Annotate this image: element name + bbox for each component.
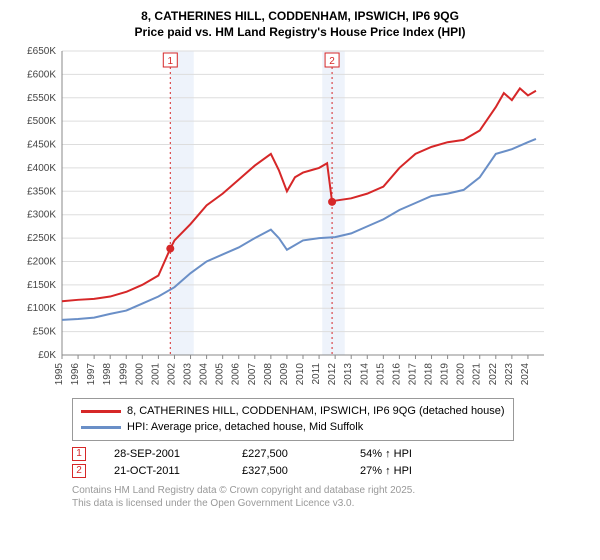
svg-text:2011: 2011 [311, 362, 322, 384]
transaction-date: 21-OCT-2011 [114, 465, 214, 477]
svg-text:2022: 2022 [488, 362, 499, 384]
svg-text:1999: 1999 [118, 362, 129, 384]
svg-text:2024: 2024 [520, 362, 531, 384]
svg-text:1997: 1997 [86, 362, 97, 384]
svg-text:£400K: £400K [27, 163, 56, 174]
legend-label-1: 8, CATHERINES HILL, CODDENHAM, IPSWICH, … [127, 403, 505, 420]
svg-text:£650K: £650K [27, 46, 56, 57]
footer-line1: Contains HM Land Registry data © Crown c… [72, 484, 588, 497]
svg-text:2013: 2013 [343, 362, 354, 384]
svg-text:£600K: £600K [27, 69, 56, 80]
transaction-marker: 2 [72, 464, 86, 478]
svg-text:2009: 2009 [279, 362, 290, 384]
legend-row-price-paid: 8, CATHERINES HILL, CODDENHAM, IPSWICH, … [81, 403, 505, 420]
svg-text:£300K: £300K [27, 209, 56, 220]
svg-text:£500K: £500K [27, 116, 56, 127]
transactions: 1 28-SEP-2001 £227,500 54% ↑ HPI 2 21-OCT-201… [12, 447, 588, 478]
svg-text:1996: 1996 [70, 362, 81, 384]
footer: Contains HM Land Registry data © Crown c… [72, 484, 588, 510]
svg-text:£100K: £100K [27, 303, 56, 314]
svg-text:1995: 1995 [54, 362, 65, 384]
svg-text:2010: 2010 [295, 362, 306, 384]
svg-text:2005: 2005 [215, 362, 226, 384]
container: 8, CATHERINES HILL, CODDENHAM, IPSWICH, … [0, 0, 600, 518]
transaction-date: 28-SEP-2001 [114, 448, 214, 460]
svg-text:1998: 1998 [102, 362, 113, 384]
svg-text:1: 1 [168, 56, 174, 67]
svg-text:£550K: £550K [27, 93, 56, 104]
legend: 8, CATHERINES HILL, CODDENHAM, IPSWICH, … [72, 398, 514, 441]
svg-text:2002: 2002 [166, 362, 177, 384]
svg-text:2021: 2021 [472, 362, 483, 384]
transaction-diff: 54% ↑ HPI [360, 448, 412, 460]
transaction-row: 2 21-OCT-2011 £327,500 27% ↑ HPI [12, 464, 588, 478]
svg-text:£150K: £150K [27, 280, 56, 291]
footer-line2: This data is licensed under the Open Gov… [72, 497, 588, 510]
svg-text:2017: 2017 [407, 362, 418, 384]
transaction-marker: 1 [72, 447, 86, 461]
svg-text:£250K: £250K [27, 233, 56, 244]
chart-area: £0K £50K £100K £150K £200K £250K £300K £350K £40… [12, 45, 588, 390]
legend-label-2: HPI: Average price, detached house, Mid … [127, 419, 363, 436]
svg-text:£0K: £0K [38, 350, 56, 361]
transaction-row: 1 28-SEP-2001 £227,500 54% ↑ HPI [12, 447, 588, 461]
svg-text:2012: 2012 [327, 362, 338, 384]
svg-text:£350K: £350K [27, 186, 56, 197]
svg-text:2020: 2020 [456, 362, 467, 384]
svg-text:2019: 2019 [440, 362, 451, 384]
svg-text:2018: 2018 [424, 362, 435, 384]
svg-text:2016: 2016 [391, 362, 402, 384]
line-chart: £0K £50K £100K £150K £200K £250K £300K £350K £40… [12, 45, 552, 385]
chart-title-line2: Price paid vs. HM Land Registry's House … [12, 25, 588, 39]
legend-swatch-2 [81, 426, 121, 429]
transaction-price: £327,500 [242, 465, 332, 477]
svg-text:£200K: £200K [27, 256, 56, 267]
svg-text:2001: 2001 [150, 362, 161, 384]
svg-text:2003: 2003 [183, 362, 194, 384]
svg-text:2014: 2014 [359, 362, 370, 384]
svg-text:2023: 2023 [504, 362, 515, 384]
svg-text:2015: 2015 [375, 362, 386, 384]
svg-text:2006: 2006 [231, 362, 242, 384]
legend-swatch-1 [81, 410, 121, 413]
svg-text:2007: 2007 [247, 362, 258, 384]
legend-row-hpi: HPI: Average price, detached house, Mid … [81, 419, 505, 436]
svg-text:2004: 2004 [199, 362, 210, 384]
svg-text:£450K: £450K [27, 139, 56, 150]
svg-text:2000: 2000 [134, 362, 145, 384]
chart-title-line1: 8, CATHERINES HILL, CODDENHAM, IPSWICH, … [12, 8, 588, 25]
transaction-price: £227,500 [242, 448, 332, 460]
svg-text:2: 2 [329, 56, 335, 67]
transaction-diff: 27% ↑ HPI [360, 465, 412, 477]
svg-text:2008: 2008 [263, 362, 274, 384]
svg-text:£50K: £50K [33, 326, 57, 337]
